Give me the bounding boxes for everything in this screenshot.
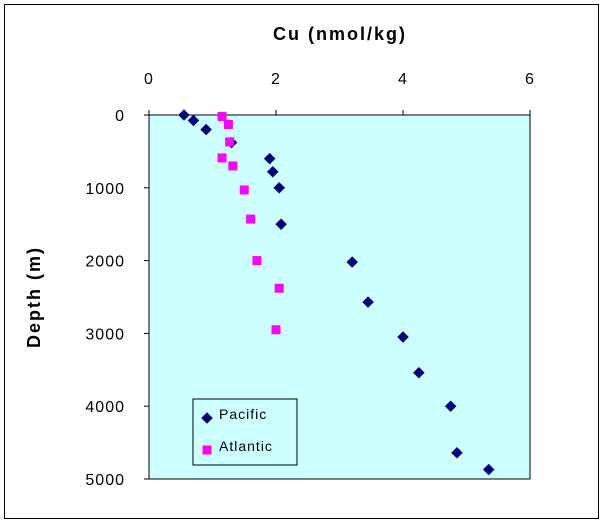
y-axis-label: Depth (m) <box>24 246 44 348</box>
legend: Pacific Atlantic <box>192 398 298 466</box>
y-tick-label: 0 <box>115 108 125 125</box>
data-points <box>178 109 495 476</box>
pacific-point <box>444 400 457 413</box>
pacific-point <box>275 218 287 231</box>
pacific-point <box>187 114 200 127</box>
legend-pacific-marker <box>201 412 213 424</box>
atlantic-point <box>271 325 281 335</box>
pacific-point <box>451 446 463 459</box>
atlantic-point <box>225 137 235 147</box>
x-tick-label: 2 <box>271 71 281 88</box>
legend-pacific-label: Pacific <box>219 406 267 422</box>
atlantic-point <box>239 185 249 195</box>
y-tick-label: 5000 <box>85 472 125 489</box>
legend-atlantic-marker <box>202 445 212 455</box>
x-axis-ticks: 0 2 4 6 <box>144 71 535 115</box>
x-tick-label: 6 <box>525 71 535 88</box>
pacific-point <box>200 123 213 136</box>
atlantic-point <box>274 283 284 293</box>
y-tick-label: 1000 <box>85 181 125 198</box>
atlantic-point <box>252 256 262 266</box>
x-tick-label: 4 <box>398 71 408 88</box>
pacific-point <box>362 296 374 308</box>
y-axis-ticks: 0 1000 2000 3000 4000 5000 <box>85 108 149 489</box>
y-tick-label: 3000 <box>85 326 125 343</box>
atlantic-point <box>228 161 238 171</box>
pacific-point <box>346 256 359 268</box>
pacific-point <box>482 463 495 476</box>
pacific-point <box>178 109 190 121</box>
x-tick-label: 0 <box>144 71 154 88</box>
atlantic-point <box>223 119 233 129</box>
pacific-point <box>273 181 286 194</box>
y-tick-label: 2000 <box>85 254 125 271</box>
pacific-point <box>397 331 409 343</box>
pacific-point <box>413 366 425 379</box>
y-tick-label: 4000 <box>85 399 125 416</box>
atlantic-point <box>217 111 227 121</box>
atlantic-point <box>246 214 256 224</box>
atlantic-point <box>217 153 227 163</box>
pacific-point <box>266 165 279 178</box>
legend-atlantic-label: Atlantic <box>219 438 273 454</box>
pacific-point <box>263 152 276 165</box>
chart-title: Cu (nmol/kg) <box>273 24 407 44</box>
